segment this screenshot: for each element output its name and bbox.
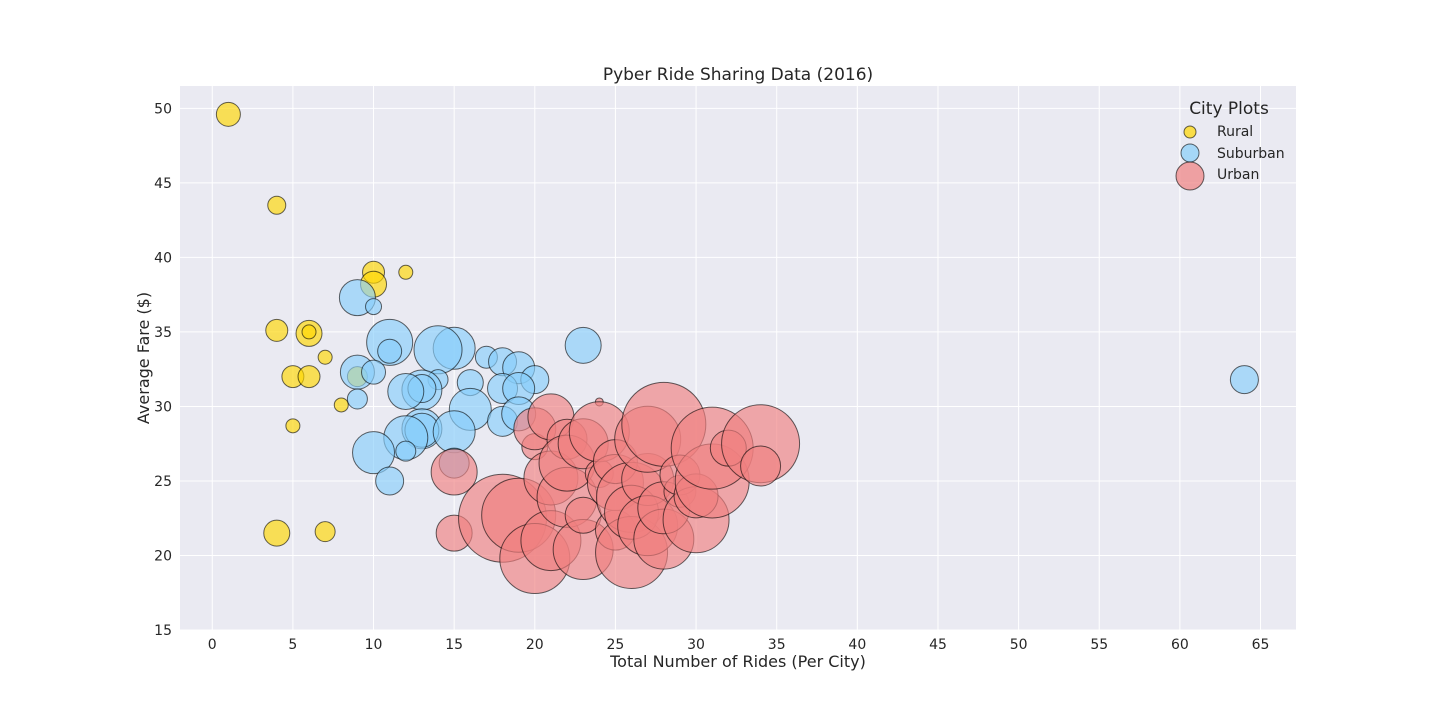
suburban-bubble (564, 326, 602, 364)
rural-bubble (314, 521, 336, 543)
x-tick-label: 40 (848, 637, 866, 653)
y-tick-label: 25 (154, 474, 172, 490)
x-tick-label: 35 (768, 637, 786, 653)
suburban-bubble (387, 373, 425, 411)
x-tick-label: 15 (445, 637, 463, 653)
legend-marker-rural (1183, 125, 1197, 139)
suburban-bubble (377, 338, 403, 364)
legend-label-suburban: Suburban (1217, 146, 1285, 162)
x-tick-label: 25 (607, 637, 625, 653)
suburban-bubble (413, 325, 463, 375)
x-tick-label: 5 (288, 637, 297, 653)
y-tick-label: 20 (154, 548, 172, 564)
rural-bubble (265, 318, 289, 342)
x-tick-label: 55 (1090, 637, 1108, 653)
suburban-bubble (352, 431, 396, 475)
x-tick-label: 10 (365, 637, 383, 653)
rural-bubble (285, 418, 301, 434)
x-tick-label: 50 (1010, 637, 1028, 653)
chart-title: Pyber Ride Sharing Data (2016) (603, 65, 873, 85)
y-tick-label: 45 (154, 176, 172, 192)
urban-bubble (430, 448, 478, 496)
rural-bubble (263, 519, 291, 547)
x-tick-label: 0 (208, 637, 217, 653)
y-tick-label: 50 (154, 101, 172, 117)
legend-marker-urban (1175, 161, 1205, 191)
y-tick-label: 35 (154, 325, 172, 341)
x-tick-label: 20 (526, 637, 544, 653)
grid-lines (180, 86, 1296, 631)
legend-label-urban: Urban (1217, 167, 1259, 183)
suburban-bubble (375, 466, 405, 496)
legend-marker-suburban (1180, 143, 1200, 163)
y-tick-label: 40 (154, 250, 172, 266)
x-tick-label: 65 (1252, 637, 1270, 653)
data-points (215, 101, 1259, 594)
suburban-bubble (1229, 365, 1259, 395)
y-axis-label: Average Fare ($) (134, 292, 153, 424)
y-axis-ticks: 15 20 25 30 35 40 45 50 (154, 101, 172, 639)
x-tick-label: 30 (687, 637, 705, 653)
rural-bubble (398, 264, 414, 280)
x-axis-label: Total Number of Rides (Per City) (609, 652, 866, 671)
suburban-bubble (365, 298, 383, 316)
legend-label-rural: Rural (1217, 124, 1253, 140)
rural-bubble (301, 324, 317, 340)
x-tick-label: 60 (1171, 637, 1189, 653)
series-urban (430, 381, 801, 594)
x-tick-label: 45 (929, 637, 947, 653)
y-tick-label: 30 (154, 399, 172, 415)
urban-bubble (740, 445, 782, 487)
rural-bubble (317, 349, 333, 365)
rural-bubble (297, 365, 321, 389)
series-suburban (338, 279, 1259, 496)
y-tick-label: 15 (154, 623, 172, 639)
suburban-bubble (346, 388, 368, 410)
suburban-bubble (361, 359, 387, 385)
rural-bubble (215, 101, 241, 127)
legend-title: City Plots (1189, 99, 1269, 119)
suburban-bubble (395, 440, 417, 462)
legend: City Plots Rural Suburban Urban (1175, 99, 1285, 191)
suburban-bubble (432, 410, 476, 454)
rural-bubble (333, 397, 349, 413)
rural-bubble (267, 195, 287, 215)
x-axis-ticks: 0 5 10 15 20 25 30 35 40 45 50 55 60 65 (208, 637, 1270, 653)
